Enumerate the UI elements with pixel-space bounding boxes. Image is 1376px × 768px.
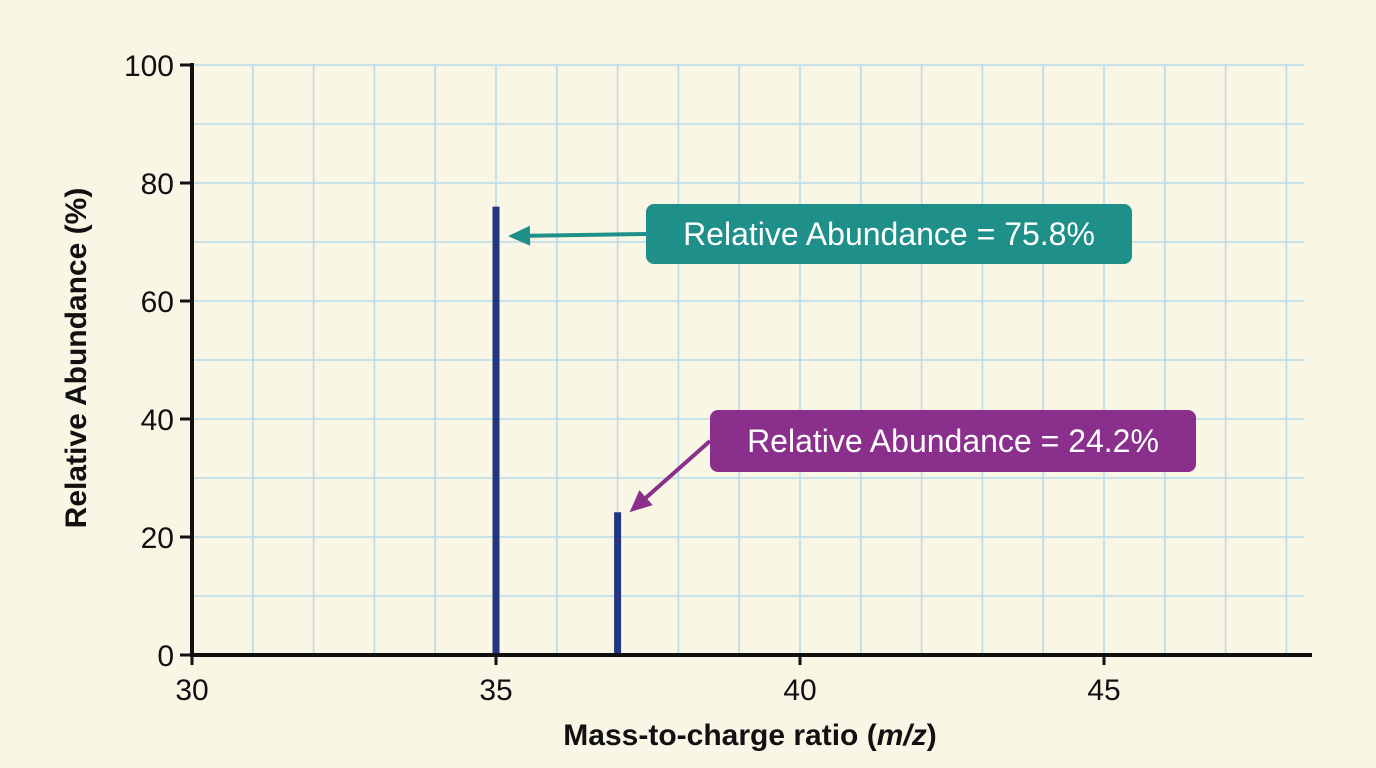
axes: [190, 63, 1312, 657]
annotation-1: Relative Abundance = 75.8%: [508, 204, 1132, 264]
x-tick-label: 45: [1087, 674, 1120, 707]
annotation-text: Relative Abundance = 75.8%: [683, 216, 1095, 252]
annotation-box: [710, 410, 1196, 472]
y-tick-label: 100: [124, 50, 174, 83]
x-tick-label: 30: [175, 674, 208, 707]
annotation-arrow-head: [629, 490, 653, 513]
y-tick-label: 80: [141, 168, 174, 201]
peaks: [492, 206, 622, 655]
annotation-text: Relative Abundance = 24.2%: [747, 423, 1159, 459]
x-tick-label: 35: [479, 674, 512, 707]
y-axis-title: Relative Abundance (%): [60, 188, 93, 529]
grid: [191, 64, 1304, 656]
annotation-box: [646, 204, 1132, 264]
x-axis-title: Mass-to-charge ratio (m/z): [563, 719, 936, 752]
tick-labels: 0 20 40 60 80 100 30 35 40 45: [124, 50, 1121, 707]
annotation-arrow-shaft: [523, 232, 647, 238]
y-tick-label: 20: [141, 522, 174, 555]
annotation-arrow-shaft: [639, 439, 712, 504]
annotation-2: Relative Abundance = 24.2%: [629, 410, 1196, 513]
x-tick-label: 40: [783, 674, 816, 707]
annotations: Relative Abundance = 75.8% Relative Abund…: [508, 204, 1196, 513]
y-tick-label: 0: [157, 640, 174, 673]
annotation-arrow-head: [508, 225, 531, 246]
y-tick-label: 60: [141, 286, 174, 319]
y-tick-label: 40: [141, 404, 174, 437]
